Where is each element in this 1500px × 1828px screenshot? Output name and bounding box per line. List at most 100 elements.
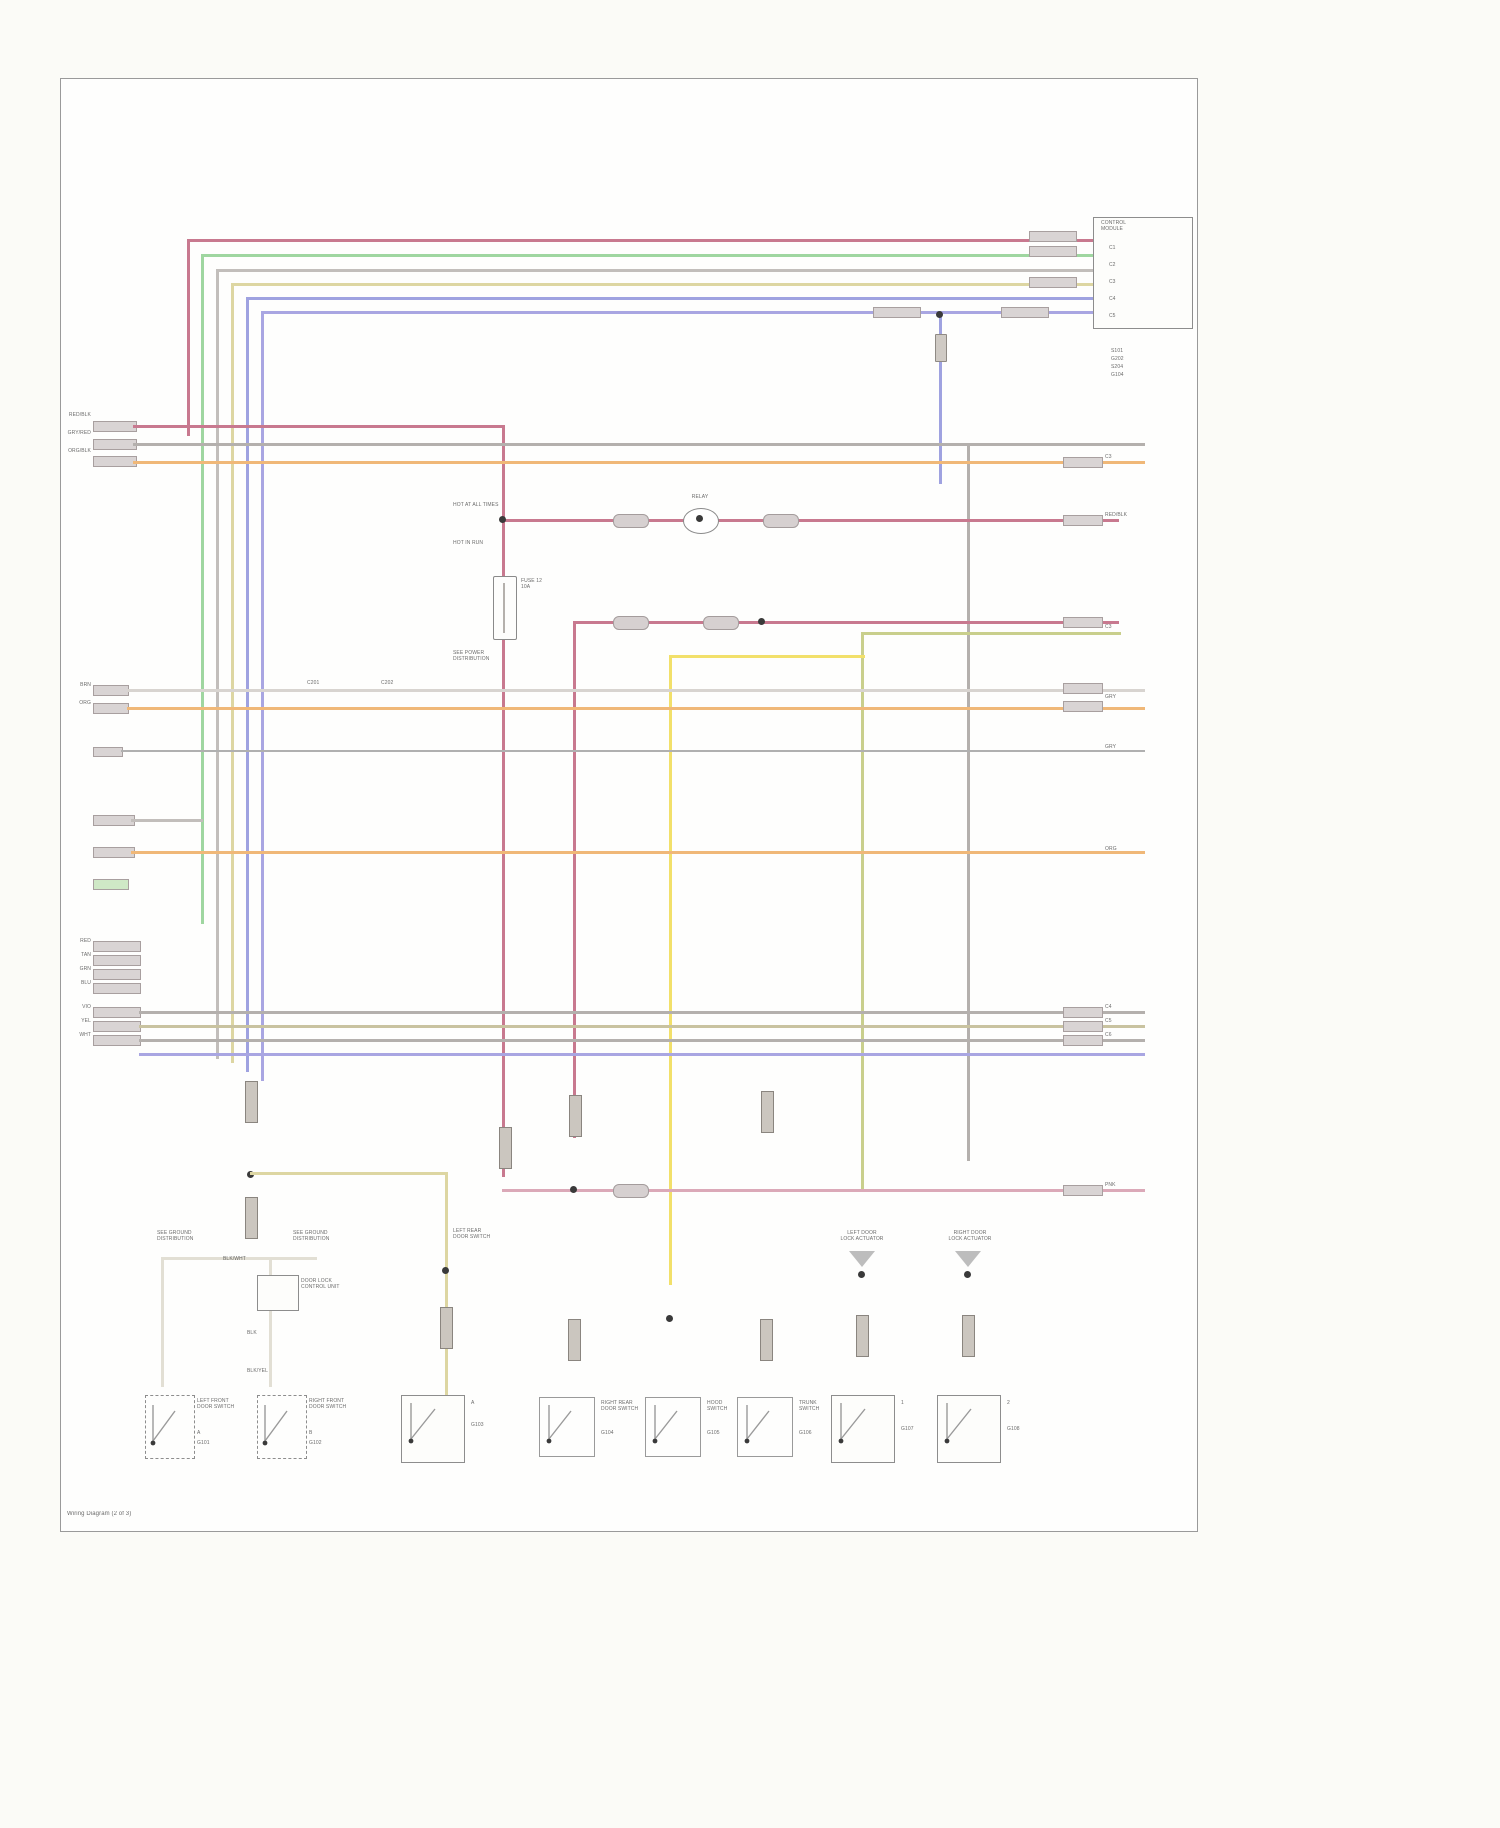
connbar-right-red2 bbox=[1063, 617, 1103, 628]
connbar-right-low-3 bbox=[1063, 1035, 1103, 1046]
label-device-1: LEFT FRONT DOOR SWITCH bbox=[197, 1398, 235, 1410]
splice-red-a bbox=[613, 514, 649, 528]
label-device-1-pin: A bbox=[197, 1430, 201, 1436]
label-inline-a: C201 bbox=[307, 680, 320, 686]
label-device-4-gnd: G104 bbox=[601, 1430, 614, 1436]
terminal-drop-c bbox=[499, 1127, 512, 1169]
label-grp1-low: BLK bbox=[247, 1330, 257, 1336]
switch-symbol-3 bbox=[408, 1403, 436, 1444]
terminal-device-3 bbox=[440, 1307, 453, 1349]
junction-red2-a bbox=[758, 618, 765, 625]
wire-gry-thin bbox=[121, 750, 1145, 752]
connbar-left-upper-1 bbox=[93, 421, 137, 432]
label-device-8-gnd: G108 bbox=[1007, 1426, 1020, 1432]
label-inline-b: C202 bbox=[381, 680, 394, 686]
switch-symbol-5 bbox=[652, 1405, 678, 1444]
wire-green-top-h bbox=[201, 254, 1093, 257]
wire-red-leftupper-v bbox=[502, 425, 505, 1177]
switch-symbol-2 bbox=[262, 1405, 288, 1446]
label-device-4: RIGHT REAR DOOR SWITCH bbox=[601, 1400, 639, 1412]
wire-tan-top-h bbox=[231, 283, 1093, 286]
wire-grp1-top bbox=[161, 1257, 317, 1260]
label-fuse-top: HOT AT ALL TIMES bbox=[453, 502, 499, 508]
label-grp1-mid: BLK/WHT bbox=[223, 1256, 246, 1262]
label-device-6: TRUNK SWITCH bbox=[799, 1400, 820, 1412]
connbar-left-grn-a bbox=[93, 815, 135, 826]
label-device-7-gnd: G107 bbox=[901, 1426, 914, 1432]
enclosure-device-5 bbox=[645, 1397, 701, 1457]
wire-red-top-h bbox=[187, 239, 1093, 242]
wire-red-top-v bbox=[187, 239, 190, 436]
connbar-right-midrow-1 bbox=[1063, 683, 1103, 694]
label-device-2-gnd: G102 bbox=[309, 1440, 322, 1446]
label-device-6-gnd: G106 bbox=[799, 1430, 812, 1436]
junction-blue-drop bbox=[936, 311, 943, 318]
connbar-right-midrow-2 bbox=[1063, 701, 1103, 712]
label-right-low-3: C6 bbox=[1105, 1032, 1112, 1038]
terminal-drop-d bbox=[569, 1095, 582, 1137]
connbar-module-3 bbox=[1029, 277, 1077, 288]
ground-symbol-8 bbox=[955, 1251, 981, 1267]
label-left-low-2: TAN bbox=[81, 952, 91, 958]
wire-gray-mid-h bbox=[133, 443, 1145, 446]
label-left-upper-2: GRY/RED bbox=[67, 430, 91, 436]
label-device-grp1-a: SEE GROUND DISTRIBUTION bbox=[157, 1230, 194, 1242]
connbar-left-gry bbox=[93, 747, 123, 757]
wire-gray-mid-v bbox=[967, 443, 970, 1161]
switch-symbol-1 bbox=[150, 1405, 176, 1446]
wire-blue-top-v bbox=[246, 297, 249, 1072]
wire-red2-v bbox=[573, 621, 576, 1138]
connbar-module-1 bbox=[1029, 231, 1077, 242]
connbar-left-low-3 bbox=[93, 969, 141, 980]
label-fuse-bottom: SEE POWER DISTRIBUTION bbox=[453, 650, 490, 662]
label-left-low-4: BLU bbox=[80, 980, 91, 986]
label-left-mid-2: ORG bbox=[79, 700, 91, 706]
connbar-right-low-2 bbox=[1063, 1021, 1103, 1032]
junction-red-branch bbox=[499, 516, 506, 523]
label-relay: RELAY bbox=[691, 494, 709, 500]
label-right-red: RED/BLK bbox=[1105, 512, 1128, 518]
module-box-top-right bbox=[1093, 217, 1193, 329]
label-device-8: 2 bbox=[1007, 1400, 1010, 1406]
wire-red-leftupper-h bbox=[133, 425, 505, 428]
wire-tan-top-v bbox=[231, 283, 234, 1063]
connbar-left-mid-1 bbox=[93, 685, 129, 696]
terminal-device-7 bbox=[856, 1315, 869, 1357]
switch-symbol-4 bbox=[546, 1405, 572, 1444]
module-label-top-right: CONTROL MODULE bbox=[1101, 220, 1127, 232]
terminal-device-8 bbox=[962, 1315, 975, 1357]
connbar-module-5 bbox=[1001, 307, 1049, 318]
label-right-midrow: GRY bbox=[1105, 694, 1117, 700]
connbar-right-low-1 bbox=[1063, 1007, 1103, 1018]
wire-olive-h bbox=[861, 632, 1121, 635]
label-grp1-module: DOOR LOCK CONTROL UNIT bbox=[301, 1278, 340, 1290]
label-right-low-1: C4 bbox=[1105, 1004, 1112, 1010]
terminal-device-6 bbox=[760, 1319, 773, 1361]
wire-bus-1 bbox=[139, 1011, 1145, 1014]
wire-blue-drop bbox=[939, 314, 942, 484]
enclosure-device-1 bbox=[145, 1395, 195, 1459]
connbar-left-low-2 bbox=[93, 955, 141, 966]
label-device-3-gnd: G103 bbox=[471, 1422, 484, 1428]
fuse-component bbox=[493, 576, 517, 640]
dot-device-8 bbox=[964, 1271, 971, 1278]
connbar-left-upper-2 bbox=[93, 439, 137, 450]
wire-yellow-v bbox=[669, 655, 672, 1285]
diagram-sheet: CONTROL MODULE C1 C2 C3 C4 C5 S101 G202 … bbox=[60, 78, 1198, 1532]
label-left-low-5: VIO bbox=[82, 1004, 91, 1010]
enclosure-device-6 bbox=[737, 1397, 793, 1457]
splice-pink-low bbox=[613, 1184, 649, 1198]
wire-gray-top-h bbox=[216, 269, 1093, 272]
connbar-left-ltgrn bbox=[93, 879, 129, 890]
dot-device-7 bbox=[858, 1271, 865, 1278]
wire-blue-top-h bbox=[246, 297, 1093, 300]
dot-device-5 bbox=[666, 1315, 673, 1322]
wire-khaki-branch bbox=[250, 1172, 447, 1175]
label-left-upper-1: RED/BLK bbox=[68, 412, 91, 418]
connbar-right-mid-1 bbox=[1063, 457, 1103, 468]
enclosure-device-2 bbox=[257, 1395, 307, 1459]
wire-brn-midrow bbox=[127, 689, 1145, 692]
terminal-drop-e bbox=[761, 1091, 774, 1133]
connbar-right-pink bbox=[1063, 1185, 1103, 1196]
module-pinlist-top-right: C1 C2 C3 C4 C5 bbox=[1108, 244, 1116, 319]
